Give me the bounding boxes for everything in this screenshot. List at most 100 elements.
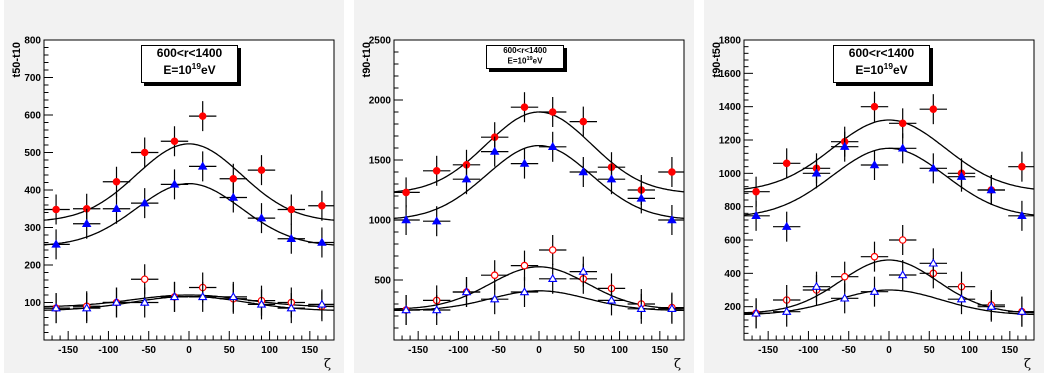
data-point-open-triangle <box>277 293 305 324</box>
x-tick-label: 0 <box>886 345 892 356</box>
data-point-open-circle <box>539 235 567 265</box>
y-tick-label: 2500 <box>369 36 392 47</box>
fit-curve <box>43 182 335 246</box>
data-point-filled-circle <box>510 92 539 123</box>
data-point-filled-triangle <box>189 151 217 182</box>
y-tick-label: 400 <box>724 269 741 280</box>
y-tick-label: 400 <box>24 186 41 197</box>
data-point-open-triangle <box>510 277 539 307</box>
data-point-open-triangle <box>160 281 189 312</box>
x-tick-label: -50 <box>491 345 506 356</box>
data-point-open-circle <box>889 225 917 255</box>
data-point-open-triangle <box>219 281 247 312</box>
chart-svg-1: 100 200 300 400 500 600 700 800 -150 -100 -50 0 50 10… <box>11 36 335 372</box>
data-point-open-triangle <box>308 289 334 320</box>
data-point-filled-triangle <box>919 153 947 184</box>
x-tick-label: 50 <box>224 345 236 356</box>
x-tick-label: -50 <box>141 345 156 356</box>
data-point-open-triangle <box>597 285 626 316</box>
x-tick-label: 100 <box>961 345 978 356</box>
data-point-filled-circle <box>569 106 597 137</box>
data-point-filled-triangle <box>102 193 131 224</box>
chart-annotation-box-3: 600<r<1400 E=1019eV <box>833 45 930 83</box>
chart-svg-2: 500 1000 1500 2000 2500 -150 -100 -50 0 50 100 150 t… <box>361 36 685 372</box>
data-point-open-triangle <box>102 287 131 318</box>
data-point-open-triangle <box>131 287 159 318</box>
data-point-filled-circle <box>277 194 305 225</box>
data-point-filled-triangle <box>160 169 189 200</box>
data-point-filled-circle <box>394 177 420 208</box>
x-tick-label: 100 <box>611 345 628 356</box>
data-point-open-triangle <box>247 289 276 320</box>
data-point-open-triangle <box>802 271 831 302</box>
chart-annotation-box-2: 600<r<1400 E=1019eV <box>486 45 564 69</box>
y-tick-label: 2000 <box>369 96 392 107</box>
data-point-filled-triangle <box>597 164 626 195</box>
data-point-filled-triangle <box>569 157 597 187</box>
y-tick-label: 100 <box>24 298 41 309</box>
x-tick-label: 50 <box>924 345 936 356</box>
fit-curve <box>743 289 1035 316</box>
x-tick-label: -150 <box>758 345 778 356</box>
data-point-open-circle <box>831 261 859 292</box>
data-point-open-triangle <box>773 296 801 327</box>
annotation-energy: E=1019eV <box>163 61 216 77</box>
data-point-filled-triangle <box>44 229 70 260</box>
data-point-filled-triangle <box>73 208 101 239</box>
data-point-filled-circle <box>131 137 159 168</box>
data-point-filled-circle <box>160 126 189 157</box>
data-point-filled-circle <box>919 94 947 125</box>
data-point-filled-triangle <box>394 205 420 235</box>
data-point-open-triangle <box>627 293 655 324</box>
y-tick-label: 1400 <box>719 102 742 113</box>
y-tick-label: 1200 <box>719 136 742 147</box>
y-tick-label: 1600 <box>719 69 742 80</box>
fit-curve <box>393 144 685 220</box>
data-point-filled-circle <box>247 155 276 186</box>
chart-annotation-box-1: 600<r<1400 E=1019eV <box>141 45 238 83</box>
x-tick-label: 150 <box>651 345 668 356</box>
data-point-filled-circle <box>423 155 451 186</box>
y-tick-label: 1500 <box>369 156 392 167</box>
fit-curve <box>43 294 335 308</box>
data-point-filled-triangle <box>510 148 539 179</box>
y-tick-label: 800 <box>24 36 41 47</box>
data-point-open-triangle <box>73 293 101 324</box>
data-point-filled-triangle <box>219 182 247 213</box>
data-point-open-triangle <box>423 295 451 325</box>
data-point-filled-circle <box>860 91 889 122</box>
x-tick-label: -150 <box>58 345 78 356</box>
data-point-filled-triangle <box>802 158 831 189</box>
x-tick-label: 0 <box>186 345 192 356</box>
data-point-open-triangle <box>977 291 1005 322</box>
data-point-open-triangle <box>539 263 567 294</box>
y-tick-label: 1000 <box>719 169 742 180</box>
x-tick-label: -100 <box>448 345 468 356</box>
annotation-energy: E=1019eV <box>855 61 908 77</box>
y-axis-title: t90-t10 <box>361 42 373 77</box>
y-tick-label: 800 <box>724 202 741 213</box>
data-point-open-circle <box>860 241 889 272</box>
fit-curve <box>394 290 684 312</box>
data-point-open-triangle <box>889 260 917 290</box>
data-point-filled-triangle <box>131 188 159 219</box>
data-point-filled-triangle <box>773 211 801 242</box>
data-point-open-triangle <box>919 248 947 279</box>
data-point-filled-circle <box>539 97 567 127</box>
y-tick-label: 500 <box>24 148 41 159</box>
data-point-filled-triangle <box>423 206 451 237</box>
data-point-open-triangle <box>394 295 420 325</box>
y-tick-label: 600 <box>724 236 741 247</box>
x-axis-title: ζ <box>674 357 681 372</box>
data-point-filled-circle <box>44 194 70 225</box>
data-point-filled-triangle <box>744 200 770 231</box>
data-point-filled-triangle <box>977 175 1005 205</box>
annotation-energy: E=1019eV <box>507 55 543 66</box>
data-point-filled-triangle <box>627 183 655 214</box>
data-point-filled-triangle <box>658 205 684 235</box>
data-point-open-triangle <box>189 281 217 312</box>
annotation-radius-range: 600<r<1400 <box>848 46 915 60</box>
data-point-filled-triangle <box>831 131 859 162</box>
x-axis-title: ζ <box>324 357 331 372</box>
